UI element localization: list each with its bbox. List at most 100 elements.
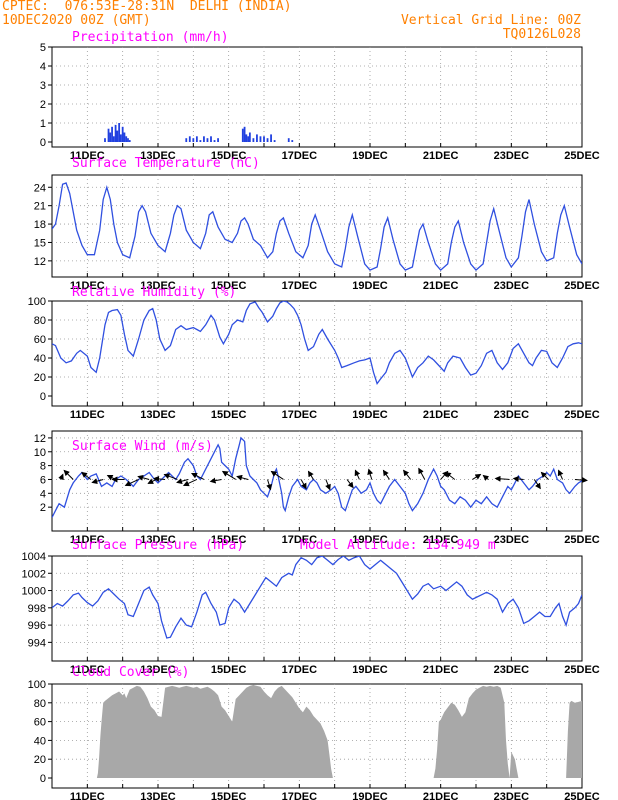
wind-arrow (176, 478, 189, 485)
y-tick-label: 40 (34, 353, 46, 365)
temperature-series-line (52, 182, 582, 272)
y-tick-label: 8 (40, 461, 46, 473)
x-tick-label: 13DEC (140, 791, 176, 800)
precipitation-bar (243, 126, 246, 142)
y-tick-label: 0 (40, 773, 46, 785)
chart-header: CPTEC: 076:53E-28:31N DELHI (INDIA) 10DE… (0, 0, 618, 45)
x-tick-label: 21DEC (423, 534, 459, 546)
wind-arrow (91, 478, 104, 485)
x-tick-label: 23DEC (494, 664, 530, 676)
x-tick-label: 21DEC (423, 280, 459, 292)
precipitation-bar (195, 136, 198, 142)
y-tick-label: 998 (28, 603, 46, 615)
x-tick-label: 17DEC (282, 150, 318, 162)
x-tick-label: 15DEC (211, 534, 247, 546)
header-location: CPTEC: 076:53E-28:31N DELHI (INDIA) (2, 0, 292, 14)
y-tick-label: 12 (34, 256, 46, 268)
precipitation-bar (248, 132, 251, 142)
header-date: 10DEC2020 00Z (GMT) (2, 13, 151, 28)
x-tick-label: 17DEC (282, 409, 318, 421)
wind-arrow (266, 479, 272, 491)
precipitation-bar (213, 140, 216, 142)
x-tick-label: 17DEC (282, 791, 318, 800)
wind-arrow (540, 471, 549, 480)
y-tick-label: 60 (34, 717, 46, 729)
precipitation-bar (128, 140, 131, 142)
x-tick-label: 19DEC (352, 664, 388, 676)
wind-panel: 2 4 68 10 12 11DEC 13DEC 15DEC 17DEC 19DEC 21DEC 23… (34, 430, 600, 546)
precipitation-bar (121, 126, 124, 142)
humidity-series-line (52, 301, 582, 386)
x-tick-label: 15DEC (211, 664, 247, 676)
pressure-title: Surface Pressure (hPa) (72, 538, 244, 553)
model-altitude-label: Model Altitude: 134.949 m (300, 538, 496, 553)
precipitation-bar (109, 132, 112, 142)
precipitation-bar (125, 136, 128, 142)
x-tick-label: 11DEC (70, 409, 105, 421)
y-tick-label: 10 (34, 447, 46, 459)
x-tick-label: 25DEC (564, 280, 600, 292)
wind-arrow (367, 468, 374, 480)
x-tick-label: 19DEC (352, 150, 388, 162)
x-tick-label: 21DEC (423, 664, 459, 676)
x-tick-label: 13DEC (140, 280, 176, 292)
x-tick-label: 23DEC (494, 791, 530, 800)
precipitation-bar (287, 138, 290, 142)
pressure-series-line (52, 556, 582, 639)
temperature-title: Surface Temperature (nC) (72, 156, 260, 171)
precipitation-bar (185, 138, 188, 142)
precipitation-bar (252, 138, 255, 142)
precipitation-bar (107, 128, 110, 142)
header-grid-note: Vertical Grid Line: 00Z (400, 13, 581, 28)
x-tick-label: 13DEC (140, 664, 176, 676)
wind-arrow (533, 479, 541, 490)
wind-arrow (512, 475, 524, 482)
precipitation-bar (273, 140, 276, 142)
wind-title: Surface Wind (m/s) (72, 439, 213, 454)
y-tick-label: 80 (34, 315, 46, 327)
y-tick-label: 996 (28, 620, 46, 632)
x-tick-label: 11DEC (70, 280, 105, 292)
cloud-title: Cloud Cover (%) (72, 665, 189, 680)
y-tick-label: 3 (40, 80, 46, 92)
wind-arrow (494, 475, 510, 482)
wind-arrow (325, 479, 331, 491)
y-tick-label: 1 (40, 118, 46, 130)
precipitation-bar (127, 138, 129, 142)
wind-arrow (307, 470, 314, 480)
precipitation-bar (206, 138, 209, 142)
y-tick-label: 12 (34, 433, 46, 445)
y-tick-label: 0 (40, 391, 46, 403)
y-tick-label: 18 (34, 219, 46, 231)
precipitation-bar (116, 130, 119, 142)
wind-arrow (445, 471, 456, 480)
wind-arrow (382, 469, 390, 480)
y-tick-label: 0 (40, 137, 46, 149)
x-tick-label: 13DEC (140, 534, 176, 546)
y-tick-label: 20 (34, 372, 46, 384)
wind-arrow (418, 467, 426, 480)
x-tick-label: 19DEC (352, 534, 388, 546)
y-tick-label: 5 (40, 42, 46, 54)
wind-arrow (221, 470, 236, 480)
precipitation-bar (266, 138, 269, 142)
wind-arrow (403, 469, 412, 480)
y-tick-label: 4 (40, 61, 46, 73)
wind-arrow (300, 479, 307, 490)
wind-arrow (124, 479, 139, 487)
precipitation-bar (118, 123, 121, 142)
precipitation-bar (241, 128, 244, 142)
x-tick-label: 15DEC (211, 280, 247, 292)
x-tick-label: 13DEC (140, 150, 176, 162)
wind-arrow (472, 473, 482, 480)
precipitation-frame (51, 46, 583, 148)
x-tick-label: 17DEC (282, 280, 318, 292)
wind-arrow (58, 473, 64, 481)
precipitation-panel: 0 1 2 3 4 5 11DEC 13DEC 15DEC 17DEC 19DEC 21DEC 23DE… (40, 30, 600, 162)
y-tick-label: 4 (40, 488, 46, 500)
precipitation-bar (245, 134, 248, 142)
y-tick-label: 994 (28, 637, 46, 649)
x-tick-label: 11DEC (70, 150, 105, 162)
precipitation-bar (263, 136, 265, 142)
